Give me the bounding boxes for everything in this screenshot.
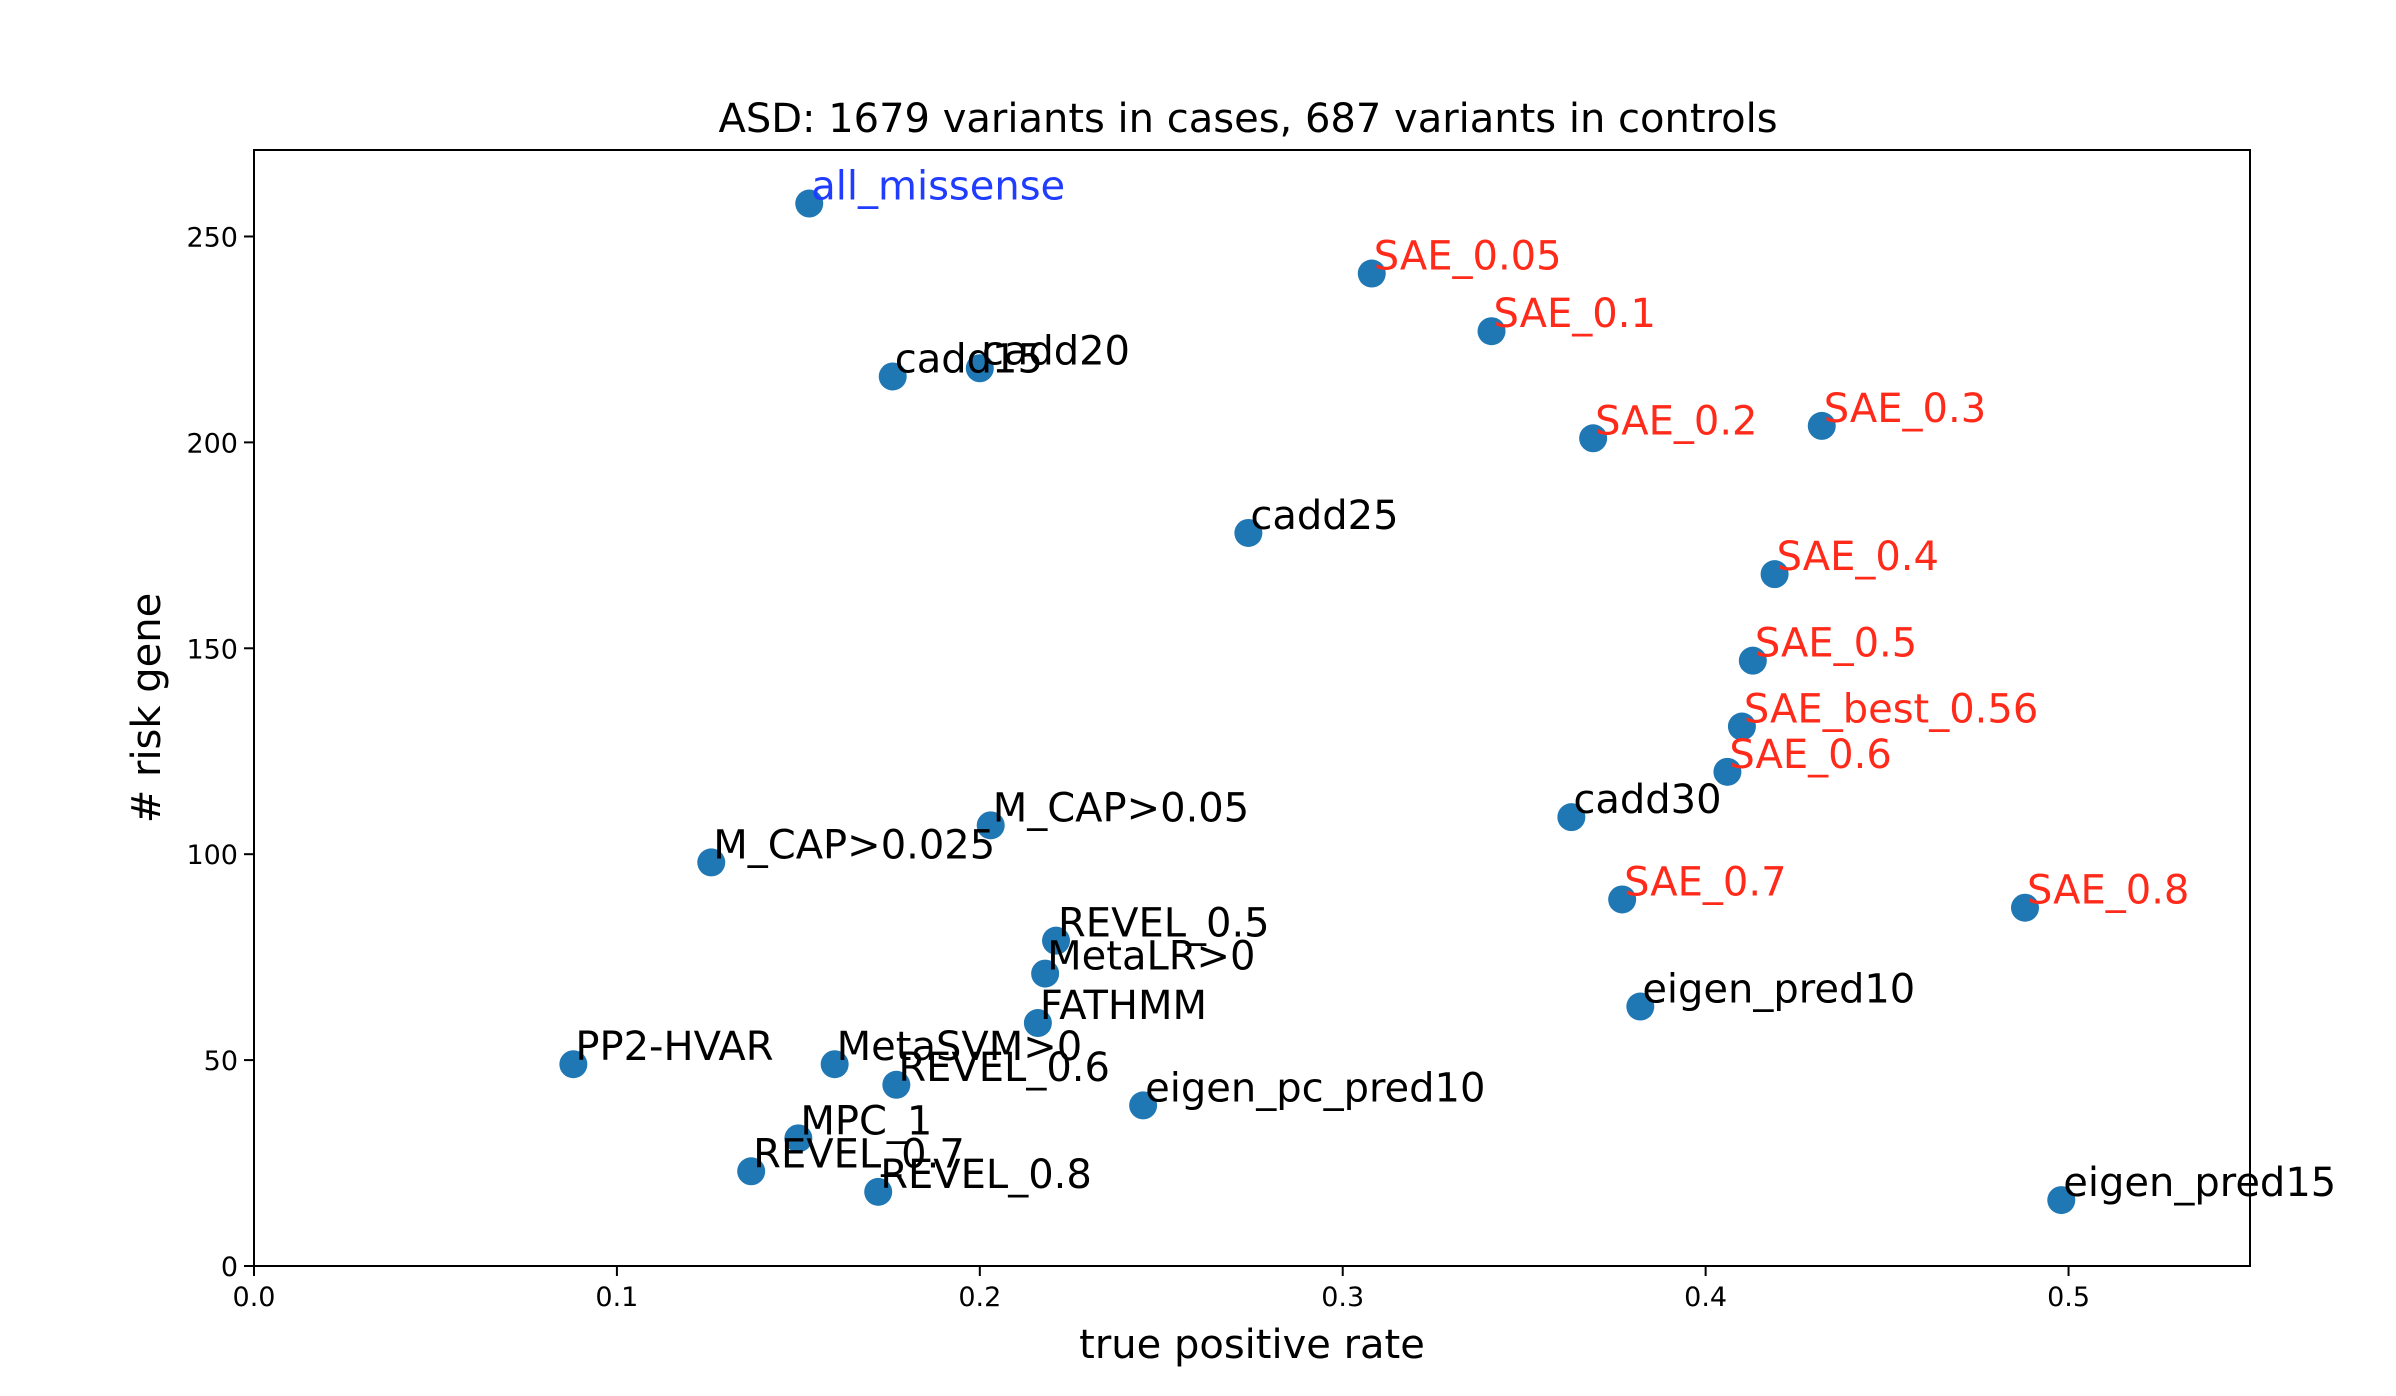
y-tick-label: 200 [186, 428, 238, 459]
y-axis-label: # risk gene [124, 593, 170, 823]
y-axis: 0 50 100 150 200 250 [186, 222, 254, 1283]
data-point [1626, 992, 1655, 1021]
data-point-label: MetaLR>0 [1047, 934, 1255, 980]
data-point-label: SAE_0.7 [1624, 859, 1786, 905]
data-point-label: MetaSVM>0 [837, 1024, 1083, 1070]
data-point [1713, 757, 1742, 786]
x-tick-label: 0.4 [1684, 1282, 1727, 1313]
data-point [1608, 885, 1637, 914]
data-point-label: eigen_pc_pred10 [1145, 1065, 1485, 1111]
data-point [1579, 424, 1608, 453]
data-point [864, 1177, 893, 1206]
data-point [1357, 259, 1386, 288]
data-point-label: REVEL_0.6 [898, 1045, 1110, 1091]
data-point [1042, 926, 1071, 955]
y-tick-label: 150 [186, 634, 238, 665]
data-point-label: eigen_pred10 [1642, 967, 1915, 1013]
chart-title: ASD: 1679 variants in cases, 687 variant… [718, 96, 1777, 142]
x-tick-label: 0.3 [1321, 1282, 1364, 1313]
data-point-label: SAE_0.1 [1494, 291, 1656, 337]
data-point [878, 362, 907, 391]
data-point [1727, 712, 1756, 741]
data-point-label: all_missense [811, 164, 1065, 210]
data-point [1477, 317, 1506, 346]
data-point-label: SAE_0.05 [1374, 234, 1562, 280]
data-point [1807, 411, 1836, 440]
data-point-label: cadd20 [982, 328, 1130, 374]
data-point-label: SAE_0.6 [1729, 732, 1891, 778]
data-point [1031, 959, 1060, 988]
data-point-label: FATHMM [1040, 983, 1207, 1029]
data-point-label: REVEL_0.7 [753, 1131, 965, 1177]
data-point-label: SAE_0.5 [1755, 621, 1917, 667]
data-point [697, 848, 726, 877]
data-point [737, 1157, 766, 1186]
data-point [882, 1070, 911, 1099]
data-point-label: cadd25 [1250, 493, 1398, 539]
x-tick-label: 0.0 [233, 1282, 276, 1313]
data-point-label: SAE_best_0.56 [1744, 687, 2038, 733]
x-tick-label: 0.1 [595, 1282, 638, 1313]
data-point [1023, 1009, 1052, 1038]
data-point-label: cadd30 [1573, 777, 1721, 823]
data-point-label: cadd15 [895, 336, 1043, 382]
data-point [1234, 518, 1263, 547]
plot-frame [253, 149, 2251, 1267]
data-point [1738, 646, 1767, 675]
y-tick-label: 100 [186, 840, 238, 871]
data-point-label: M_CAP>0.025 [713, 822, 995, 868]
y-tick-label: 0 [221, 1252, 238, 1283]
data-point-label: PP2-HVAR [575, 1024, 773, 1070]
data-point-label: REVEL_0.5 [1058, 901, 1270, 947]
data-point [559, 1050, 588, 1079]
data-point [2010, 893, 2039, 922]
data-point-label: SAE_0.4 [1777, 534, 1939, 580]
data-point [795, 189, 824, 218]
data-point-label: SAE_0.2 [1595, 398, 1757, 444]
data-point-label: eigen_pred15 [2063, 1160, 2336, 1206]
data-point [976, 811, 1005, 840]
data-points [559, 189, 2076, 1215]
x-tick-label: 0.2 [958, 1282, 1001, 1313]
y-tick-label: 250 [186, 222, 238, 253]
data-point [1760, 560, 1789, 589]
y-tick-label: 50 [204, 1046, 238, 1077]
x-axis: 0.0 0.1 0.2 0.3 0.4 0.5 [233, 1266, 2090, 1313]
data-point [1557, 803, 1586, 832]
data-point [2047, 1186, 2076, 1215]
data-point-label: M_CAP>0.05 [993, 785, 1250, 831]
x-tick-label: 0.5 [2047, 1282, 2090, 1313]
data-point-label: MPC_1 [800, 1098, 932, 1144]
data-point [965, 354, 994, 383]
data-point-label: REVEL_0.8 [880, 1152, 1092, 1198]
data-point [1129, 1091, 1158, 1120]
data-point [820, 1050, 849, 1079]
x-axis-label: true positive rate [1079, 1322, 1425, 1368]
data-point-label: SAE_0.3 [1824, 386, 1986, 432]
data-point [784, 1124, 813, 1153]
data-point-label: SAE_0.8 [2027, 868, 2189, 914]
